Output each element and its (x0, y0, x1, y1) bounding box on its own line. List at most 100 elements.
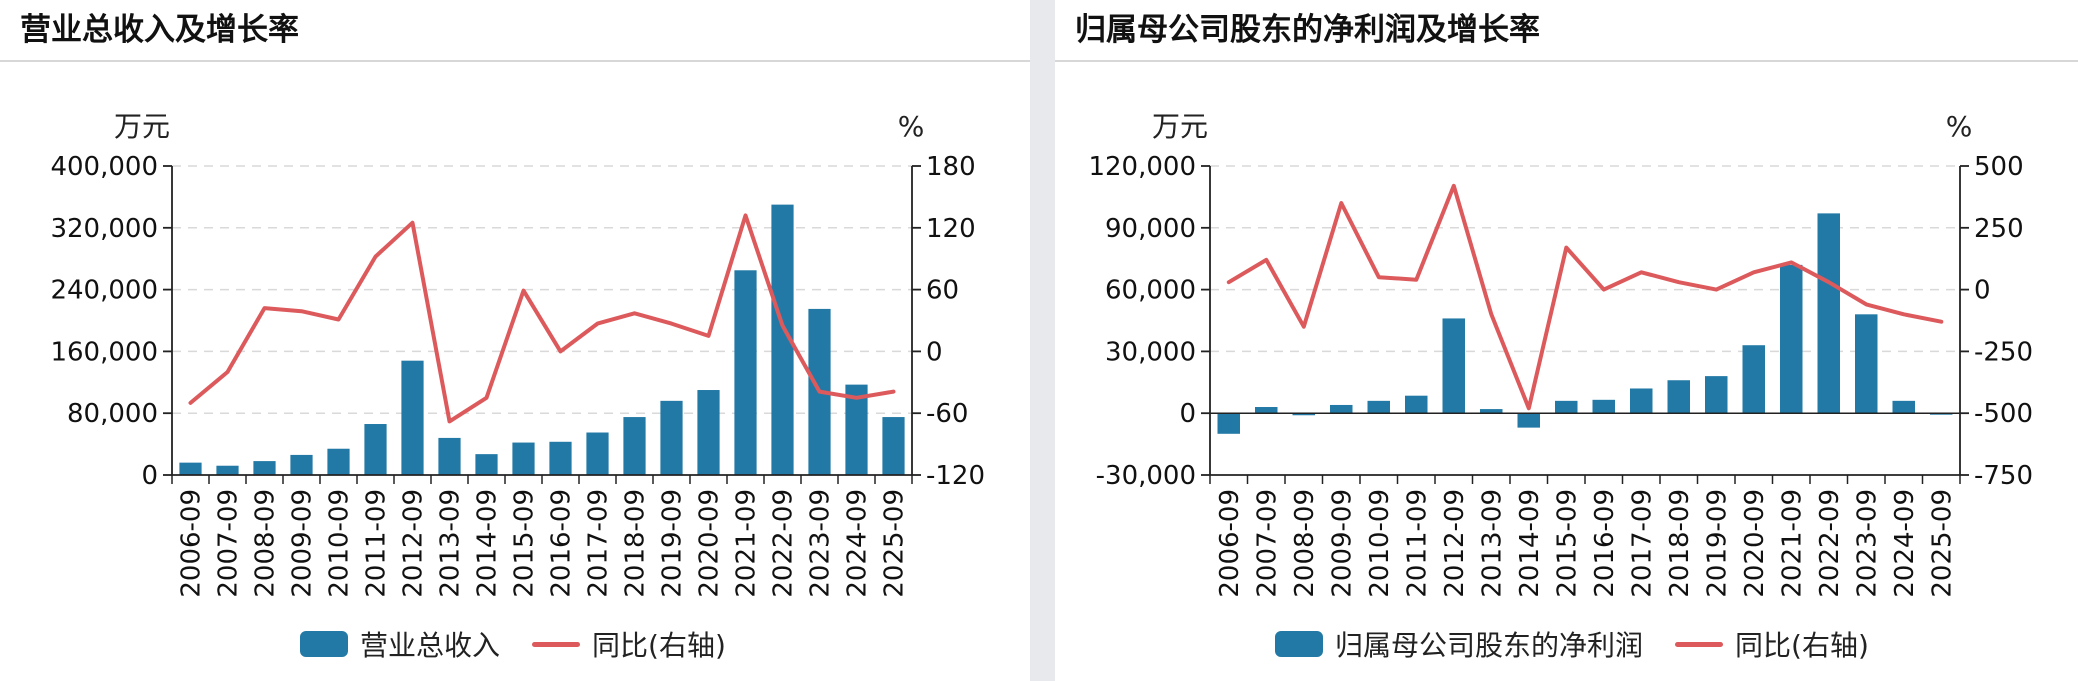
right-tick-label: -60 (926, 399, 968, 429)
x-tick-label: 2013-09 (436, 489, 466, 598)
bar (734, 270, 757, 475)
legend-bar-label: 营业总收入 (360, 629, 501, 662)
x-tick-label: 2011-09 (362, 489, 392, 598)
right-tick-label: 0 (1974, 276, 1991, 306)
x-tick-label: 2011-09 (1402, 489, 1432, 598)
x-tick-label: 2020-09 (695, 489, 725, 598)
x-tick-label: 2008-09 (1290, 489, 1320, 598)
right-tick-label: 180 (926, 152, 976, 182)
x-tick-label: 2013-09 (1477, 489, 1507, 598)
x-tick-label: 2020-09 (1740, 489, 1770, 598)
x-tick-label: 2012-09 (1440, 489, 1470, 598)
bar (253, 461, 276, 475)
x-tick-label: 2009-09 (288, 489, 318, 598)
revenue-panel: 营业总收入及增长率 0 80,000 160,000 240,000 320,000 40… (0, 0, 1030, 681)
x-tick-label: 2009-09 (1327, 489, 1357, 598)
right-tick-label: -750 (1974, 461, 2033, 491)
x-tick-label: 2024-09 (843, 489, 873, 598)
legend-line-swatch (1675, 641, 1724, 647)
bar (1367, 400, 1390, 414)
left-tick-label: 80,000 (67, 399, 158, 429)
panel-title: 归属母公司股东的净利润及增长率 (1075, 12, 1540, 48)
x-tick-label: 2022-09 (769, 489, 799, 598)
legend-bar-swatch (1275, 631, 1323, 657)
x-tick-label: 2025-09 (1927, 489, 1957, 598)
left-axis-unit: 万元 (1152, 110, 1208, 143)
bar (1892, 400, 1915, 414)
x-tick-label: 2007-09 (214, 489, 244, 598)
bar (771, 204, 794, 475)
bar (1255, 407, 1278, 414)
bar (179, 462, 202, 475)
chart-legend[interactable]: 归属母公司股东的净利润 同比(右轴) (1275, 622, 1869, 666)
bar (1442, 318, 1465, 414)
bar (1817, 213, 1840, 414)
bar (1517, 413, 1540, 428)
x-tick-label: 2006-09 (177, 489, 207, 598)
revenue-chart: 0 80,000 160,000 240,000 320,000 400,000 -120 -… (50, 110, 985, 598)
x-tick-label: 2014-09 (473, 489, 503, 598)
bar (1742, 345, 1765, 414)
left-tick-label: 30,000 (1105, 337, 1196, 367)
x-tick-label: 2015-09 (510, 489, 540, 598)
x-tick-label: 2006-09 (1215, 489, 1245, 598)
bar (475, 454, 498, 475)
bar (216, 465, 239, 475)
bar (623, 417, 646, 475)
growth-line (188, 213, 896, 424)
right-tick-label: 120 (926, 214, 976, 244)
x-tick-label: 2019-09 (658, 489, 688, 598)
bar (845, 384, 868, 475)
bar (882, 417, 905, 475)
left-tick-label: 120,000 (1088, 152, 1196, 182)
bar (1330, 404, 1353, 414)
bar (401, 360, 424, 475)
bar (438, 437, 461, 475)
x-tick-label: 2025-09 (880, 489, 910, 598)
left-tick-label: 240,000 (50, 276, 158, 306)
x-tick-label: 2016-09 (547, 489, 577, 598)
x-tick-label: 2021-09 (1777, 489, 1807, 598)
bar (1667, 380, 1690, 414)
bar (1405, 395, 1428, 414)
x-tick-label: 2023-09 (806, 489, 836, 598)
x-tick-label: 2014-09 (1515, 489, 1545, 598)
bar (660, 400, 683, 475)
right-tick-label: 0 (926, 337, 943, 367)
title-divider (0, 60, 1030, 62)
bar (512, 442, 535, 475)
x-tick-label: 2012-09 (399, 489, 429, 598)
left-tick-label: 0 (1179, 399, 1196, 429)
legend-line-swatch (532, 641, 581, 647)
legend-bar-swatch (300, 631, 348, 657)
chart-legend[interactable]: 营业总收入 同比(右轴) (300, 622, 726, 666)
bar (1780, 264, 1803, 414)
x-tick-label: 2021-09 (732, 489, 762, 598)
x-tick-label: 2017-09 (584, 489, 614, 598)
net-profit-panel: 归属母公司股东的净利润及增长率 -30,000 0 30,000 60,000 90,0… (1055, 0, 2078, 681)
x-tick-label: 2017-09 (1627, 489, 1657, 598)
net-profit-chart: -30,000 0 30,000 60,000 90,000 120,000 -750 -50… (1088, 110, 2033, 598)
right-tick-label: 60 (926, 276, 959, 306)
right-tick-label: 250 (1974, 214, 2024, 244)
left-tick-label: 60,000 (1105, 276, 1196, 306)
bar (1855, 314, 1878, 414)
x-tick-label: 2018-09 (1665, 489, 1695, 598)
right-axis-unit: % (898, 110, 925, 143)
legend-line-label: 同比(右轴) (592, 629, 726, 662)
bar (1480, 409, 1503, 414)
right-tick-label: -120 (926, 461, 985, 491)
right-tick-label: -250 (1974, 337, 2033, 367)
bar (1705, 376, 1728, 414)
bar (327, 448, 350, 475)
legend-bar-label: 归属母公司股东的净利润 (1335, 629, 1644, 662)
bar (1292, 413, 1315, 416)
x-tick-label: 2019-09 (1702, 489, 1732, 598)
x-tick-label: 2007-09 (1252, 489, 1282, 598)
bar (364, 424, 387, 475)
x-tick-label: 2016-09 (1590, 489, 1620, 598)
x-tick-label: 2010-09 (1365, 489, 1395, 598)
bar (697, 390, 720, 475)
legend-line-label: 同比(右轴) (1735, 629, 1869, 662)
bar (1592, 399, 1615, 414)
